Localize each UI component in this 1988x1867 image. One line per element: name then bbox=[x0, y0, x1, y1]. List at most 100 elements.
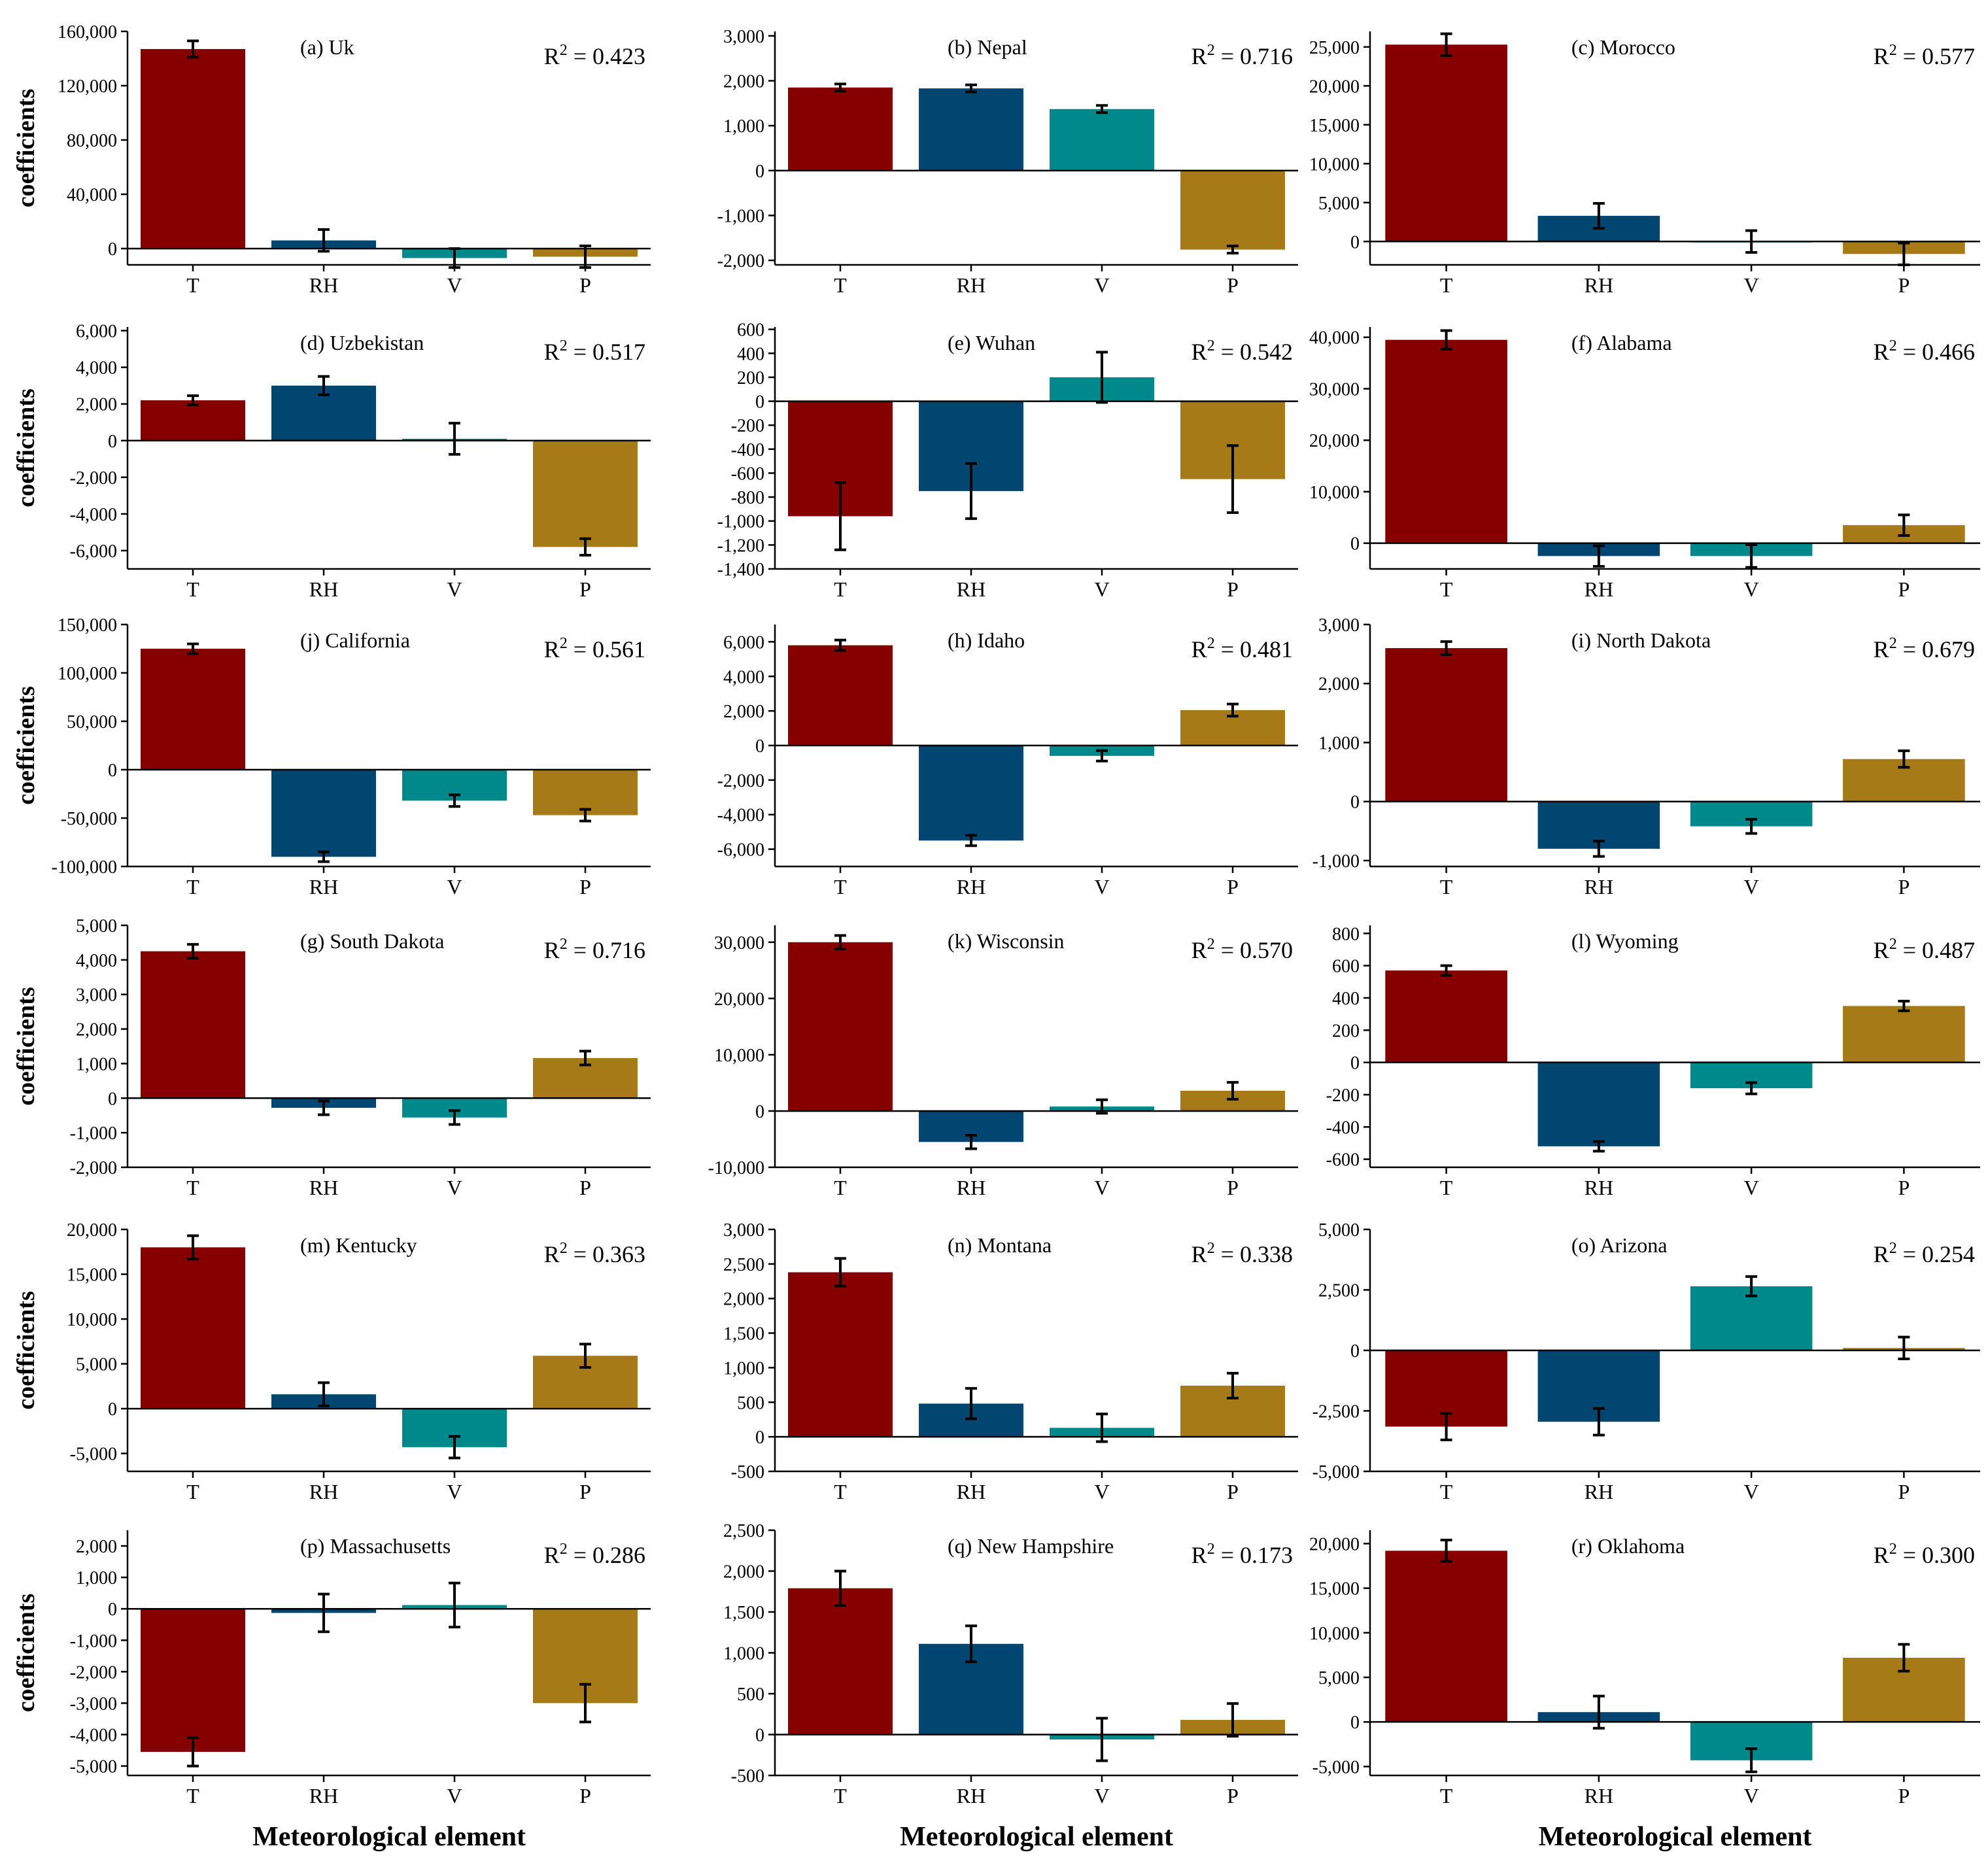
chart-panel: -5,000 0 5,000 10,000 15,000 20,000 T RH V P (r) O… bbox=[1309, 1530, 1980, 1852]
y-tick-label: -2,000 bbox=[717, 771, 764, 791]
y-tick-label: 1,000 bbox=[1318, 733, 1360, 753]
y-tick-label: 0 bbox=[755, 1102, 764, 1122]
y-tick-label: 2,500 bbox=[723, 1255, 764, 1275]
x-tick-label: V bbox=[1744, 577, 1759, 601]
panel-title: (b) Nepal bbox=[948, 35, 1027, 59]
y-tick-label: 1,500 bbox=[723, 1324, 764, 1345]
y-tick-label: -600 bbox=[731, 464, 764, 484]
x-tick-label: V bbox=[447, 1176, 462, 1199]
y-tick-label: -2,000 bbox=[70, 468, 117, 488]
y-tick-label: 0 bbox=[108, 239, 117, 260]
bar-t bbox=[788, 1588, 893, 1735]
y-tick-label: -1,000 bbox=[70, 1631, 117, 1651]
y-tick-label: 2,000 bbox=[723, 1290, 764, 1310]
x-tick-label: RH bbox=[957, 577, 985, 601]
chart-panel: 0 40,000 80,000 120,000 160,000 T RH V P (a) Uk R2… bbox=[12, 22, 651, 297]
panel-title: (n) Montana bbox=[948, 1233, 1052, 1257]
y-axis-title: coefficients bbox=[12, 388, 40, 507]
r2-label: R2 = 0.286 bbox=[544, 1541, 645, 1568]
x-tick-label: P bbox=[1898, 1784, 1910, 1807]
bar-p bbox=[533, 770, 638, 815]
x-tick-label: V bbox=[1094, 875, 1109, 899]
x-tick-label: P bbox=[1227, 1176, 1239, 1199]
x-tick-label: RH bbox=[957, 1480, 985, 1503]
x-tick-label: V bbox=[447, 577, 462, 601]
x-tick-label: T bbox=[834, 273, 847, 297]
x-tick-label: T bbox=[1440, 1784, 1453, 1807]
x-tick-label: P bbox=[579, 1480, 591, 1503]
r2-label: R2 = 0.577 bbox=[1874, 42, 1975, 69]
y-tick-label: -2,500 bbox=[1312, 1402, 1360, 1422]
y-tick-label: -1,400 bbox=[717, 560, 764, 580]
r2-label: R2 = 0.716 bbox=[544, 936, 645, 963]
panel-title: (f) Alabama bbox=[1571, 331, 1672, 354]
y-tick-label: -1,000 bbox=[1312, 851, 1360, 872]
panel-title: (e) Wuhan bbox=[948, 331, 1035, 354]
x-tick-label: V bbox=[1744, 1480, 1759, 1503]
chart-panel: 0 5,000 10,000 15,000 20,000 25,000 T RH V P (c) M… bbox=[1309, 31, 1980, 297]
bar-t bbox=[788, 942, 893, 1111]
bar-t bbox=[1385, 648, 1507, 802]
y-tick-label: 10,000 bbox=[1309, 483, 1360, 503]
chart-panel: -500 0 500 1,000 1,500 2,000 2,500 T RH V P (q) New… bbox=[723, 1521, 1298, 1852]
y-tick-label: 3,000 bbox=[1318, 615, 1360, 636]
y-tick-label: -5,000 bbox=[1312, 1757, 1360, 1777]
y-tick-label: -2,000 bbox=[70, 1158, 117, 1178]
y-tick-label: -6,000 bbox=[70, 541, 117, 562]
y-tick-label: -4,000 bbox=[717, 806, 764, 826]
y-tick-label: -1,200 bbox=[717, 536, 764, 556]
y-tick-label: 400 bbox=[1332, 989, 1360, 1009]
y-tick-label: 0 bbox=[1350, 232, 1360, 252]
panel-title: (q) New Hampshire bbox=[948, 1534, 1114, 1558]
y-tick-label: 10,000 bbox=[1309, 154, 1360, 175]
y-tick-label: 20,000 bbox=[1309, 431, 1360, 451]
bar-t bbox=[141, 951, 245, 1099]
x-tick-label: P bbox=[1227, 273, 1239, 297]
y-axis-title: coefficients bbox=[12, 1291, 40, 1409]
y-tick-label: -50,000 bbox=[61, 809, 117, 829]
bar-t bbox=[1385, 1550, 1507, 1722]
chart-panel: -500 0 500 1,000 1,500 2,000 2,500 3,000 T RH V P (n… bbox=[723, 1220, 1298, 1503]
y-tick-label: 20,000 bbox=[67, 1220, 117, 1241]
panel-title: (r) Oklahoma bbox=[1571, 1534, 1685, 1558]
chart-panel: 0 10,000 20,000 30,000 40,000 T RH V P (f) Alabam… bbox=[1309, 327, 1980, 601]
y-tick-label: 6,000 bbox=[723, 632, 764, 653]
x-tick-label: V bbox=[1094, 1176, 1109, 1199]
y-tick-label: 2,500 bbox=[1318, 1281, 1360, 1301]
bar-t bbox=[1385, 339, 1507, 543]
chart-panel: -6,000 -4,000 -2,000 0 2,000 4,000 6,000 T RH V P (… bbox=[717, 625, 1298, 899]
y-tick-label: 0 bbox=[1350, 793, 1360, 813]
y-tick-label: 40,000 bbox=[67, 185, 117, 205]
x-tick-label: T bbox=[1440, 1176, 1453, 1199]
panel-title: (l) Wyoming bbox=[1571, 929, 1679, 953]
y-tick-label: 0 bbox=[755, 1726, 764, 1746]
x-axis-title: Meteorological element bbox=[252, 1822, 526, 1852]
x-tick-label: RH bbox=[957, 1176, 985, 1199]
panel-title: (c) Morocco bbox=[1571, 35, 1675, 59]
r2-label: R2 = 0.254 bbox=[1874, 1240, 1975, 1267]
x-tick-label: RH bbox=[309, 273, 338, 297]
bar-rh bbox=[1537, 1062, 1660, 1146]
x-tick-label: T bbox=[834, 577, 847, 601]
y-tick-label: 400 bbox=[737, 344, 764, 364]
y-tick-label: 0 bbox=[755, 1428, 764, 1448]
x-tick-label: V bbox=[1744, 875, 1759, 899]
y-tick-label: -500 bbox=[731, 1766, 764, 1787]
panel-title: (g) South Dakota bbox=[300, 929, 444, 953]
y-tick-label: 5,000 bbox=[76, 916, 117, 936]
y-tick-label: 1,000 bbox=[723, 1358, 764, 1379]
y-tick-label: 20,000 bbox=[1309, 1534, 1360, 1554]
y-axis-title: coefficients bbox=[12, 686, 40, 804]
chart-panel: -10,000 0 10,000 20,000 30,000 T RH V P (k) Wisco… bbox=[708, 925, 1298, 1199]
y-tick-label: 40,000 bbox=[1309, 328, 1360, 349]
y-tick-label: 2,000 bbox=[76, 1537, 117, 1557]
x-tick-label: V bbox=[1744, 1784, 1759, 1807]
x-tick-label: P bbox=[1898, 577, 1910, 601]
x-tick-label: RH bbox=[1585, 1480, 1613, 1503]
y-tick-label: 120,000 bbox=[58, 77, 117, 97]
x-tick-label: V bbox=[1744, 273, 1759, 297]
x-tick-label: T bbox=[834, 1176, 847, 1199]
x-tick-label: RH bbox=[309, 1176, 338, 1199]
y-tick-label: 0 bbox=[1350, 1341, 1360, 1362]
